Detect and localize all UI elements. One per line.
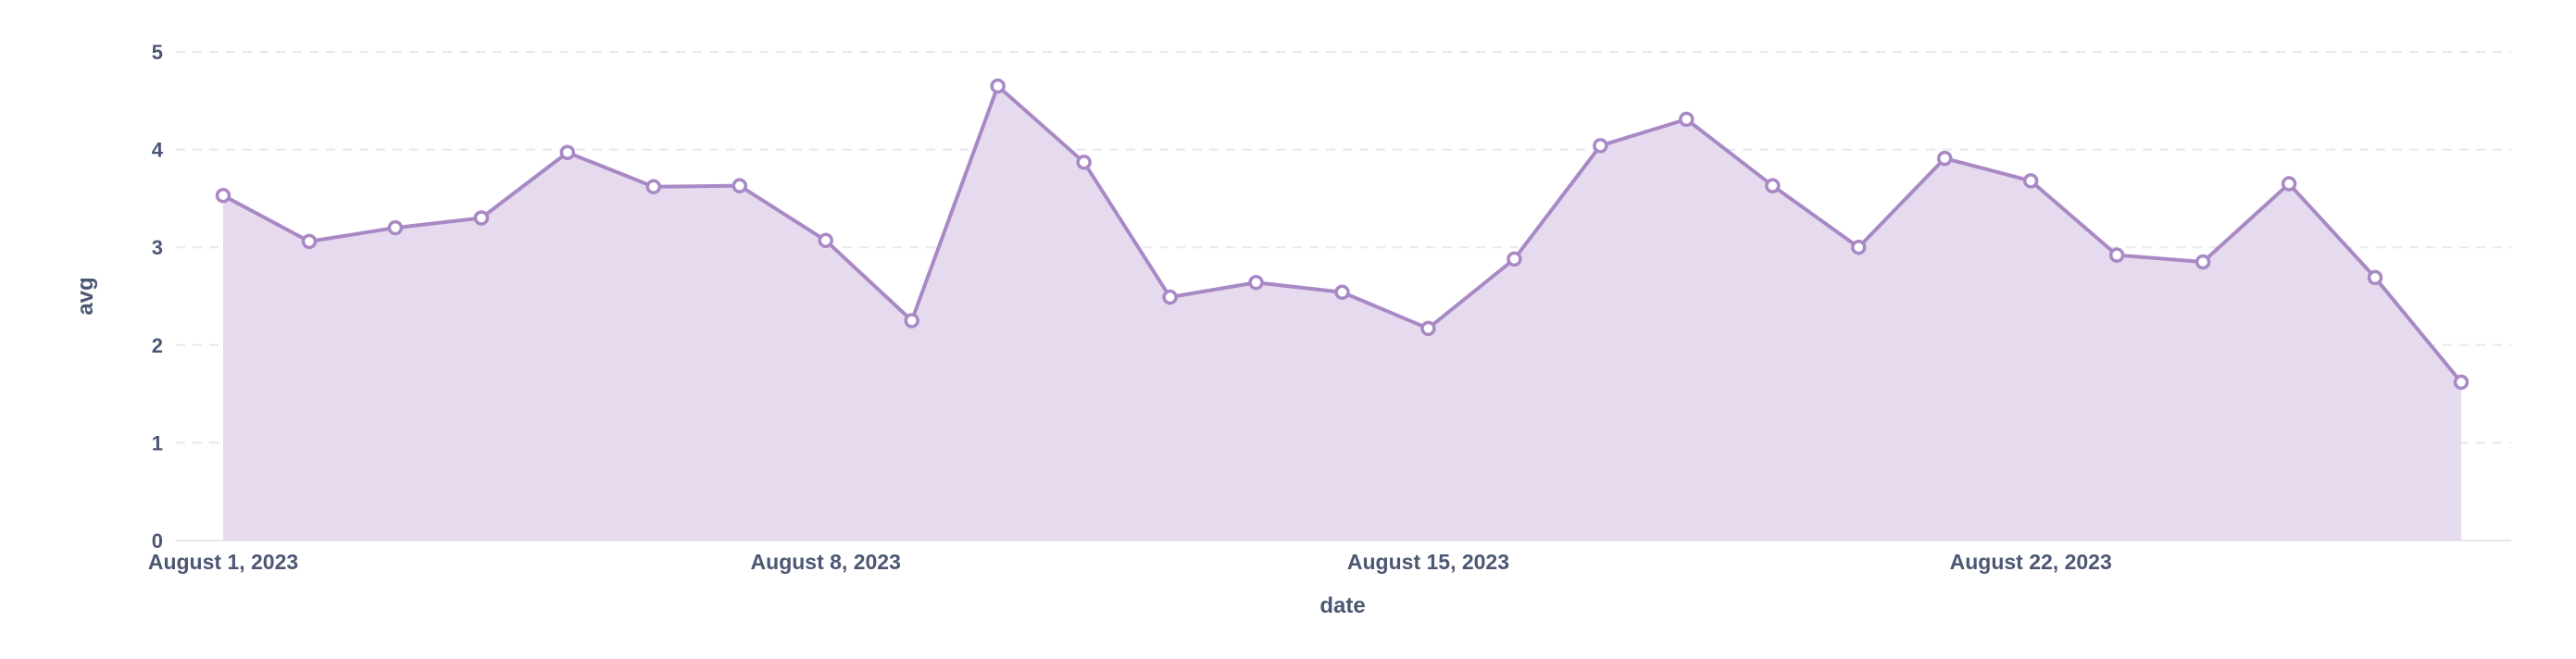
data-point[interactable] <box>473 210 490 226</box>
area-fill <box>223 85 2461 541</box>
x-axis-ticks: August 1, 2023 August 8, 2023 August 15, 2… <box>148 550 2112 574</box>
x-tick-label: August 15, 2023 <box>1347 550 1509 574</box>
data-point[interactable] <box>2281 176 2297 192</box>
data-point[interactable] <box>1076 155 1092 170</box>
data-point[interactable] <box>732 178 748 193</box>
data-point[interactable] <box>2453 374 2470 391</box>
y-tick-label: 0 <box>152 529 163 553</box>
data-point[interactable] <box>990 78 1006 94</box>
y-tick-label: 2 <box>152 334 163 357</box>
data-point[interactable] <box>1679 111 1694 128</box>
data-points <box>215 78 2470 391</box>
data-point[interactable] <box>2367 269 2383 286</box>
data-point[interactable] <box>1593 138 1608 154</box>
data-point[interactable] <box>1507 251 1522 267</box>
data-point[interactable] <box>904 313 919 329</box>
data-point[interactable] <box>2022 173 2039 189</box>
y-tick-label: 1 <box>152 431 163 454</box>
data-point[interactable] <box>1936 150 1953 167</box>
x-tick-label: August 8, 2023 <box>751 550 901 574</box>
data-point[interactable] <box>301 233 318 250</box>
data-point[interactable] <box>1420 320 1436 337</box>
x-tick-label: August 22, 2023 <box>1950 550 2112 574</box>
y-tick-label: 5 <box>152 41 163 64</box>
data-point[interactable] <box>1765 178 1781 193</box>
data-point[interactable] <box>645 179 662 194</box>
data-point[interactable] <box>1248 274 1264 291</box>
y-axis-title: avg <box>73 277 98 315</box>
data-point[interactable] <box>387 219 404 236</box>
data-point[interactable] <box>2108 247 2125 263</box>
y-axis-ticks: 0 1 2 3 4 5 <box>152 41 164 553</box>
data-point[interactable] <box>1851 239 1867 255</box>
y-tick-label: 4 <box>152 139 164 162</box>
x-tick-label: August 1, 2023 <box>148 550 298 574</box>
y-tick-label: 3 <box>152 236 163 259</box>
data-point[interactable] <box>215 187 231 204</box>
data-point[interactable] <box>818 232 833 249</box>
x-axis-title: date <box>1319 593 1365 618</box>
data-point[interactable] <box>559 144 576 161</box>
data-point[interactable] <box>2195 254 2211 270</box>
data-point[interactable] <box>1162 289 1178 305</box>
data-point[interactable] <box>1334 284 1350 301</box>
area-fill-layer <box>223 85 2461 541</box>
